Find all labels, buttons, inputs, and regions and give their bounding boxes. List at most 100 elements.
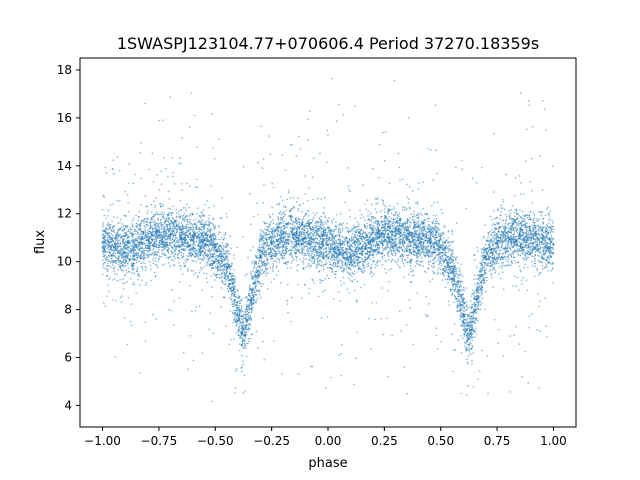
data-point <box>423 213 426 215</box>
data-point <box>188 221 191 223</box>
data-point <box>224 231 227 234</box>
data-point <box>140 203 142 206</box>
data-point <box>169 225 172 228</box>
data-point <box>468 343 471 346</box>
data-point <box>441 241 444 243</box>
data-point <box>504 224 507 227</box>
data-point <box>185 209 187 212</box>
data-point <box>427 220 430 223</box>
data-point <box>422 265 424 267</box>
data-point <box>148 230 150 233</box>
data-point <box>201 289 203 291</box>
data-point <box>418 213 420 216</box>
data-point <box>387 258 390 261</box>
data-point <box>451 261 453 263</box>
data-point <box>220 257 223 260</box>
data-point <box>462 286 465 289</box>
data-point <box>114 252 117 255</box>
data-point <box>210 259 213 262</box>
data-point <box>413 274 415 276</box>
data-point <box>178 297 181 299</box>
data-point <box>136 223 139 225</box>
data-point <box>458 277 460 280</box>
data-point <box>536 220 538 222</box>
data-point <box>400 234 403 237</box>
data-point <box>172 218 174 220</box>
data-point <box>224 280 227 283</box>
data-point <box>410 251 413 254</box>
data-point <box>233 274 235 277</box>
data-point <box>304 193 307 195</box>
data-point <box>184 207 187 209</box>
data-point <box>253 264 256 267</box>
data-point <box>239 331 242 334</box>
data-point <box>315 226 317 229</box>
data-point <box>335 242 338 244</box>
data-point <box>180 268 182 271</box>
data-point <box>462 320 465 322</box>
data-point <box>514 275 516 278</box>
data-point <box>257 262 260 264</box>
data-point <box>163 221 165 224</box>
data-point <box>188 126 191 128</box>
data-points <box>101 77 555 403</box>
data-point <box>172 259 175 262</box>
data-point <box>433 227 436 229</box>
data-point <box>326 316 329 318</box>
data-point <box>501 198 504 201</box>
data-point <box>246 296 249 299</box>
data-point <box>244 336 247 339</box>
data-point <box>296 264 299 267</box>
data-point <box>298 249 301 251</box>
data-point <box>373 221 375 223</box>
data-point <box>399 179 401 181</box>
data-point <box>159 213 162 215</box>
data-point <box>352 237 354 240</box>
data-point <box>404 221 407 223</box>
data-point <box>440 208 443 211</box>
data-point <box>528 232 530 234</box>
data-point <box>126 237 128 239</box>
data-point <box>268 224 271 227</box>
data-point <box>350 229 353 232</box>
data-point <box>106 256 108 258</box>
data-point <box>189 235 192 237</box>
data-point <box>423 270 426 273</box>
data-point <box>289 197 292 199</box>
data-point <box>355 299 358 302</box>
data-point <box>524 350 526 353</box>
data-point <box>233 309 235 312</box>
data-point <box>457 339 460 341</box>
data-point <box>356 271 358 273</box>
data-point <box>438 229 441 231</box>
data-point <box>170 249 173 252</box>
data-point <box>245 295 248 298</box>
data-point <box>368 213 371 216</box>
data-point <box>211 146 214 149</box>
data-point <box>305 266 307 268</box>
data-point <box>164 223 166 225</box>
data-point <box>181 189 183 191</box>
data-point <box>174 234 177 237</box>
data-point <box>123 229 125 232</box>
data-point <box>301 261 304 263</box>
data-point <box>271 182 273 185</box>
data-point <box>106 274 109 277</box>
data-point <box>413 249 416 252</box>
data-point <box>102 226 104 228</box>
data-point <box>295 201 298 203</box>
data-point <box>196 276 199 279</box>
data-point <box>160 255 163 258</box>
data-point <box>353 270 356 273</box>
data-point <box>127 228 130 231</box>
data-point <box>269 153 272 156</box>
data-point <box>319 255 322 257</box>
data-point <box>477 278 479 281</box>
data-point <box>536 242 538 244</box>
data-point <box>286 299 289 302</box>
data-point <box>533 223 535 225</box>
data-point <box>270 221 273 223</box>
data-point <box>412 251 414 253</box>
data-point <box>262 158 265 160</box>
data-point <box>314 243 317 246</box>
